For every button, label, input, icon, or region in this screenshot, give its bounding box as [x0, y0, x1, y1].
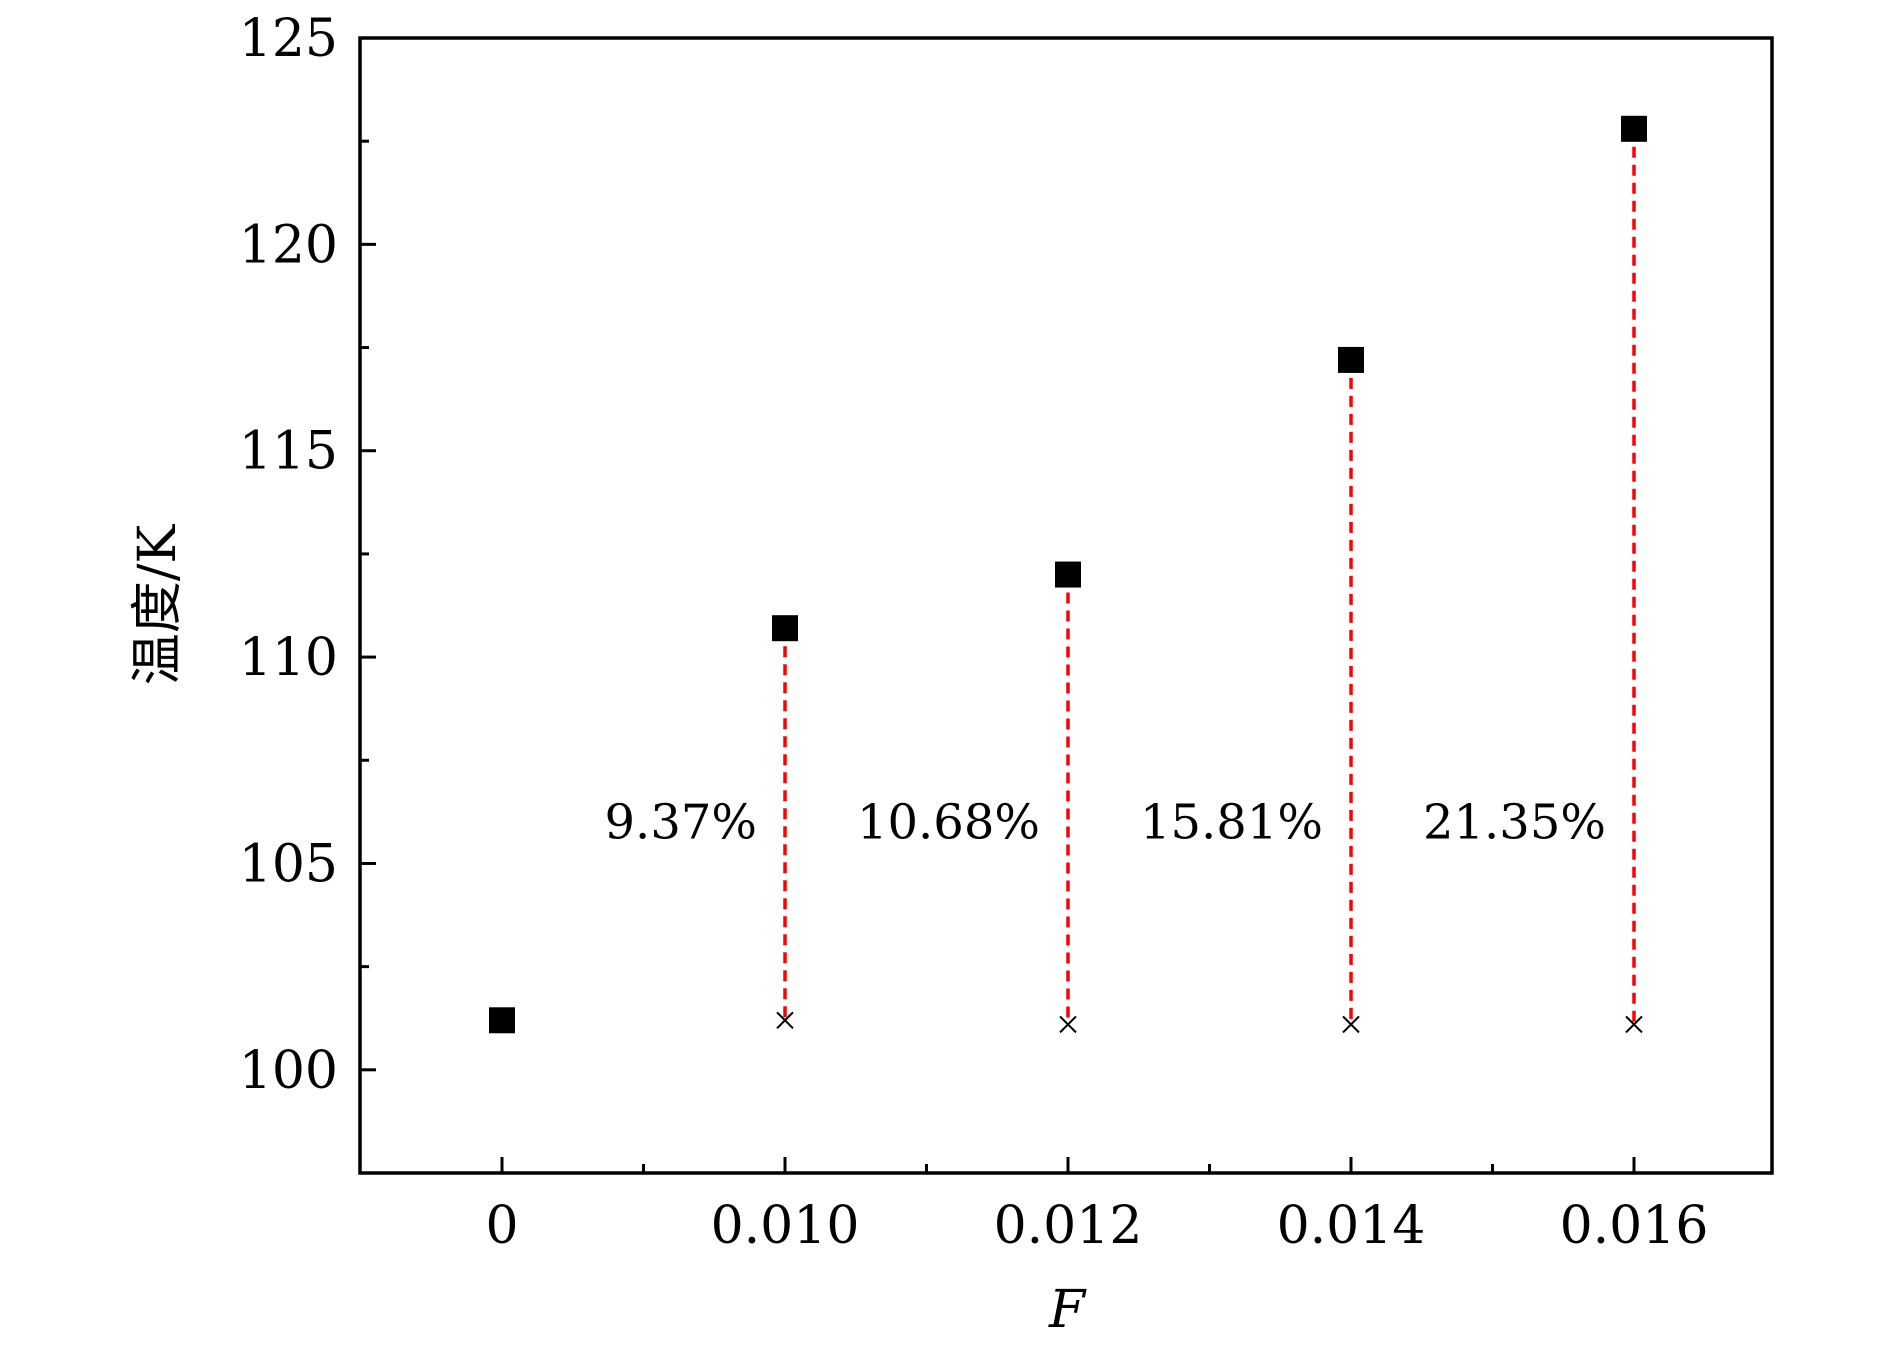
- percentage-label: 10.68%: [857, 795, 1040, 851]
- x-marker-stroke: [1059, 1015, 1077, 1034]
- y-tick-label: 105: [239, 834, 338, 894]
- x-marker: [1342, 1015, 1360, 1034]
- x-marker: [1059, 1015, 1077, 1034]
- y-tick-label: 125: [239, 9, 338, 69]
- x-axis-ticks: 0 0.010 0.012 0.014 0.016: [485, 1157, 1708, 1256]
- x-marker-stroke: [1342, 1015, 1360, 1034]
- square-marker: [489, 1007, 515, 1034]
- percentage-label: 21.35%: [1423, 795, 1606, 851]
- x-marker-stroke: [1625, 1015, 1643, 1034]
- y-axis-title: 温度/K: [128, 524, 188, 686]
- x-marker: [1625, 1015, 1643, 1034]
- x-marker: [776, 1011, 794, 1029]
- y-tick-label: 120: [239, 215, 338, 275]
- plot-frame: [358, 36, 1774, 1175]
- x-tick-label: 0.014: [1277, 1196, 1426, 1256]
- percentage-label: 9.37%: [605, 795, 757, 851]
- y-tick-label: 110: [239, 628, 338, 688]
- y-tick-label: 100: [239, 1041, 338, 1101]
- y-tick-label: 115: [239, 422, 338, 482]
- square-marker: [772, 615, 798, 642]
- square-marker: [1338, 346, 1364, 373]
- x-markers: [776, 1011, 1643, 1034]
- x-tick-label: 0.010: [711, 1196, 860, 1256]
- x-axis-title: F: [1048, 1280, 1087, 1340]
- percentage-labels: 9.37% 10.68% 15.81% 21.35%: [605, 795, 1606, 851]
- square-marker: [1621, 115, 1647, 142]
- x-tick-label: 0.012: [994, 1196, 1143, 1256]
- square-marker: [1055, 561, 1081, 588]
- dashed-lines: [783, 128, 1636, 1025]
- x-tick-label: 0: [485, 1196, 518, 1256]
- y-axis-ticks: 100 105 110 115 120 125: [239, 9, 376, 1175]
- square-markers: [489, 115, 1647, 1034]
- percentage-label: 15.81%: [1140, 795, 1323, 851]
- x-marker-stroke: [776, 1011, 794, 1029]
- x-tick-label: 0.016: [1560, 1196, 1709, 1256]
